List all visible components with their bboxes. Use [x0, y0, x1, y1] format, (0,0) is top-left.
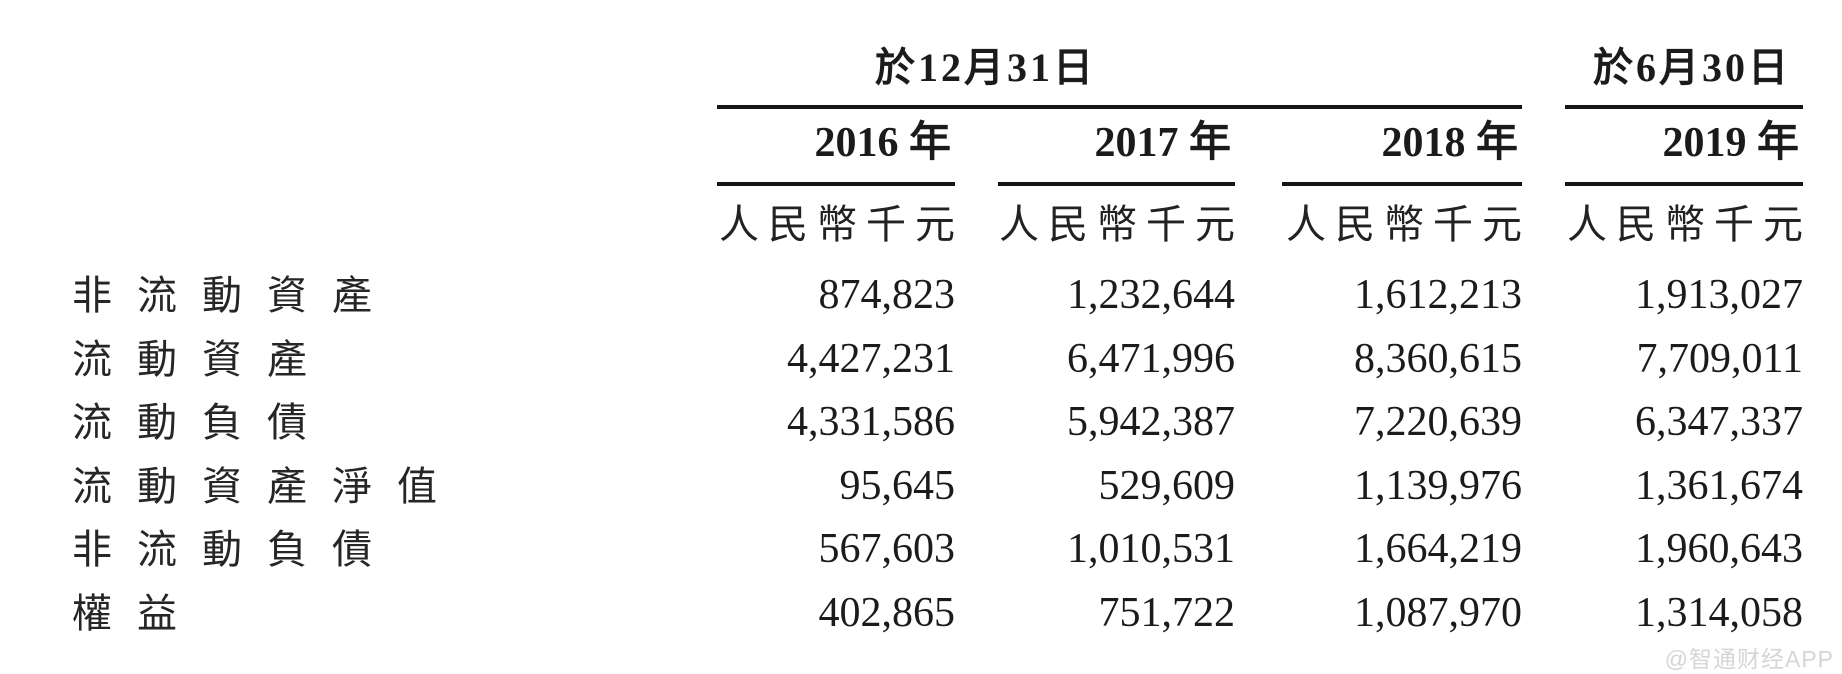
column-group-header-dec31: 於12月31日 [875, 45, 1096, 90]
unit-label: 人民幣千元 [1567, 202, 1812, 247]
column-group-header-jun30: 於6月30日 [1593, 45, 1791, 90]
cell-value: 6,347,337 [1635, 399, 1803, 445]
unit-label: 人民幣千元 [719, 202, 964, 247]
cell-value: 7,709,011 [1636, 335, 1803, 382]
cell-value: 529,609 [1098, 462, 1236, 509]
row-label-current-assets: 流動資產 [72, 336, 332, 382]
year-rule-2018 [1282, 182, 1522, 186]
cell-value: 1,314,058 [1635, 589, 1803, 636]
year-rule-2017 [998, 182, 1235, 186]
cell-value: 1,010,531 [1067, 526, 1235, 572]
cell-value: 1,612,213 [1354, 272, 1522, 318]
cell-value: 1,913,027 [1635, 272, 1803, 318]
group-rule-dec31 [717, 105, 1522, 109]
cell-value: 751,722 [1098, 589, 1236, 636]
cell-value: 1,664,219 [1354, 526, 1522, 572]
watermark: @智通财经APP [1664, 646, 1834, 672]
cell-value: 7,220,639 [1354, 399, 1522, 445]
row-label-current-liabilities: 流動負債 [72, 400, 332, 445]
cell-value: 1,087,970 [1354, 589, 1522, 636]
year-header-2019: 2019 年 [1662, 120, 1799, 166]
cell-value: 6,471,996 [1067, 335, 1235, 382]
cell-value: 402,865 [818, 589, 956, 636]
year-header-2017: 2017 年 [1094, 120, 1231, 166]
year-rule-2019 [1565, 182, 1803, 186]
row-label-net-current-assets: 流動資產淨值 [72, 463, 462, 509]
cell-value: 4,427,231 [787, 335, 955, 382]
cell-value: 4,331,586 [787, 399, 955, 445]
row-label-non-current-assets: 非流動資產 [72, 273, 397, 318]
cell-value: 567,603 [818, 526, 956, 572]
cell-value: 874,823 [818, 272, 956, 318]
cell-value: 1,960,643 [1635, 526, 1803, 572]
row-label-equity: 權益 [72, 590, 202, 636]
year-rule-2016 [717, 182, 955, 186]
cell-value: 5,942,387 [1067, 399, 1235, 445]
row-label-non-current-liabilities: 非流動負債 [72, 527, 397, 572]
cell-value: 8,360,615 [1354, 335, 1522, 382]
cell-value: 1,232,644 [1067, 272, 1235, 318]
cell-value: 1,361,674 [1635, 462, 1803, 509]
cell-value: 95,645 [839, 462, 956, 509]
unit-label: 人民幣千元 [999, 202, 1244, 247]
year-header-2018: 2018 年 [1381, 120, 1518, 166]
balance-sheet-summary-table: 於12月31日 於6月30日 2016 年 2017 年 2018 年 2019… [72, 45, 1803, 645]
year-header-2016: 2016 年 [814, 120, 951, 166]
cell-value: 1,139,976 [1354, 462, 1522, 509]
unit-label: 人民幣千元 [1286, 202, 1531, 247]
group-rule-jun30 [1565, 105, 1803, 109]
